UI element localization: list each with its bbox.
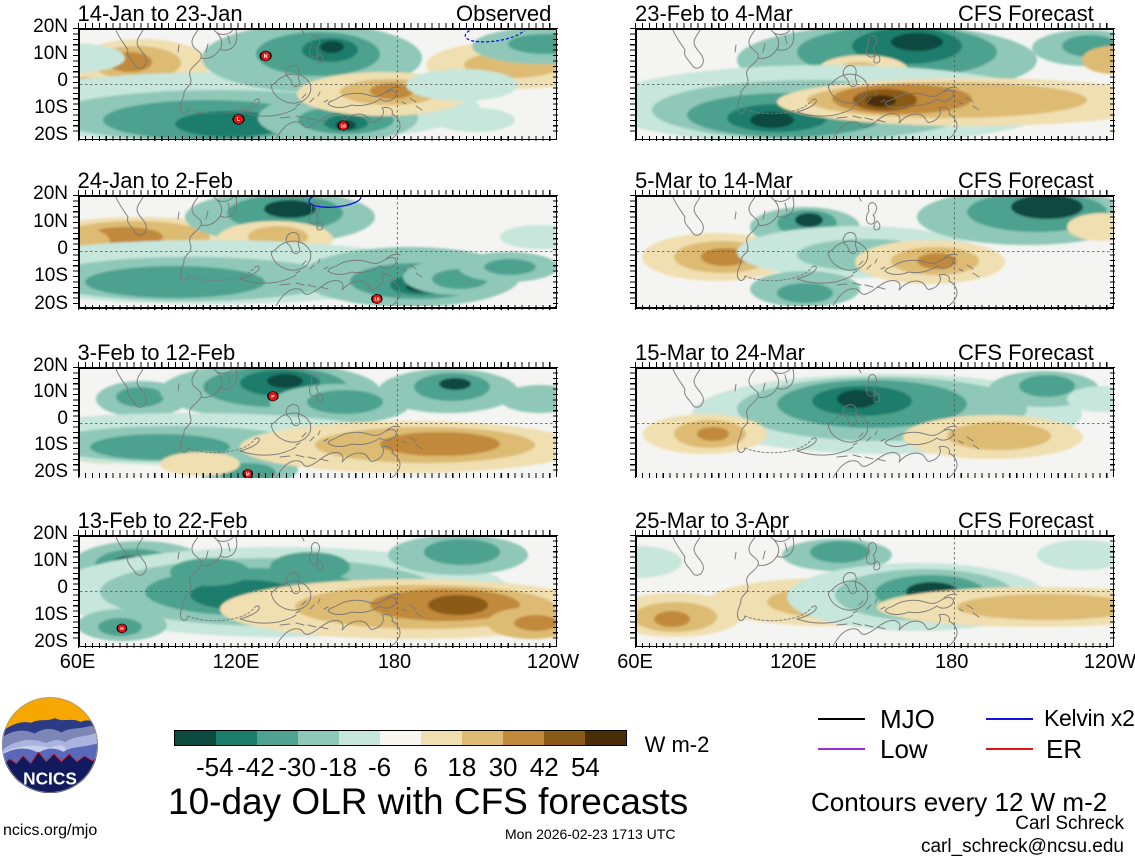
svg-text:18: 18 xyxy=(374,297,380,303)
svg-text:N: N xyxy=(263,53,267,59)
svg-text:NCICS: NCICS xyxy=(23,768,77,788)
svg-text:16: 16 xyxy=(340,123,346,129)
svg-text:M: M xyxy=(245,471,249,476)
